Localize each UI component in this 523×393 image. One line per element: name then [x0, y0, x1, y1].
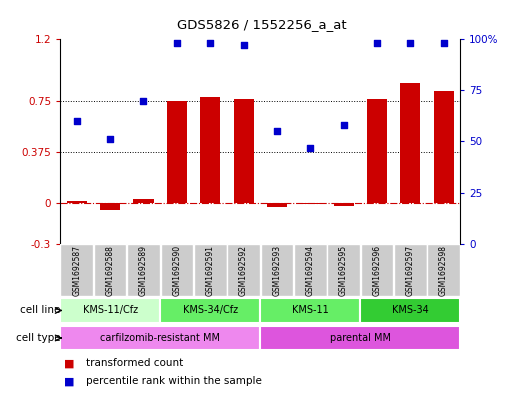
Text: GSM1692587: GSM1692587 — [72, 245, 81, 296]
Text: GSM1692594: GSM1692594 — [306, 245, 315, 296]
Bar — [260, 325, 460, 351]
Text: GDS5826 / 1552256_a_at: GDS5826 / 1552256_a_at — [177, 18, 346, 31]
Text: GSM1692588: GSM1692588 — [106, 245, 115, 296]
Point — [373, 40, 381, 46]
Point — [339, 122, 348, 128]
Bar — [161, 244, 193, 296]
Text: GSM1692590: GSM1692590 — [173, 245, 181, 296]
Point — [106, 136, 115, 143]
Bar — [360, 298, 460, 323]
Text: KMS-11: KMS-11 — [292, 305, 328, 316]
Bar — [67, 202, 87, 203]
Bar — [367, 99, 387, 203]
Text: KMS-34: KMS-34 — [392, 305, 429, 316]
Text: GSM1692595: GSM1692595 — [339, 245, 348, 296]
Text: transformed count: transformed count — [86, 358, 184, 368]
Bar — [127, 244, 160, 296]
Bar — [200, 97, 220, 203]
Bar — [61, 244, 93, 296]
Bar — [327, 244, 360, 296]
Point — [73, 118, 81, 124]
Text: percentile rank within the sample: percentile rank within the sample — [86, 376, 262, 386]
Text: KMS-34/Cfz: KMS-34/Cfz — [183, 305, 238, 316]
Text: KMS-11/Cfz: KMS-11/Cfz — [83, 305, 138, 316]
Text: GSM1692593: GSM1692593 — [272, 245, 281, 296]
Point — [206, 40, 214, 46]
Bar — [94, 244, 127, 296]
Bar — [394, 244, 427, 296]
Bar — [100, 203, 120, 209]
Text: cell line: cell line — [20, 305, 60, 316]
Text: GSM1692589: GSM1692589 — [139, 245, 148, 296]
Bar — [133, 199, 154, 203]
Bar — [334, 203, 354, 206]
Bar — [434, 91, 453, 203]
Point — [240, 42, 248, 49]
Bar — [160, 298, 260, 323]
Bar — [400, 83, 420, 203]
Bar — [294, 244, 326, 296]
Point — [406, 40, 414, 46]
Text: GSM1692592: GSM1692592 — [239, 245, 248, 296]
Text: GSM1692591: GSM1692591 — [206, 245, 214, 296]
Point — [139, 97, 147, 104]
Bar — [194, 244, 226, 296]
Bar — [167, 101, 187, 203]
Bar — [60, 325, 260, 351]
Point — [173, 40, 181, 46]
Text: carfilzomib-resistant MM: carfilzomib-resistant MM — [100, 333, 220, 343]
Text: ■: ■ — [64, 358, 75, 368]
Bar — [267, 203, 287, 207]
Point — [439, 40, 448, 46]
Text: cell type: cell type — [16, 333, 60, 343]
Bar — [360, 244, 393, 296]
Text: ■: ■ — [64, 376, 75, 386]
Text: GSM1692596: GSM1692596 — [372, 245, 381, 296]
Bar — [300, 203, 320, 204]
Bar — [227, 244, 260, 296]
Text: parental MM: parental MM — [329, 333, 391, 343]
Bar — [427, 244, 460, 296]
Bar — [60, 298, 160, 323]
Text: GSM1692597: GSM1692597 — [406, 245, 415, 296]
Point — [306, 145, 314, 151]
Bar — [260, 298, 360, 323]
Bar — [260, 244, 293, 296]
Point — [272, 128, 281, 134]
Bar — [233, 99, 254, 203]
Text: GSM1692598: GSM1692598 — [439, 245, 448, 296]
